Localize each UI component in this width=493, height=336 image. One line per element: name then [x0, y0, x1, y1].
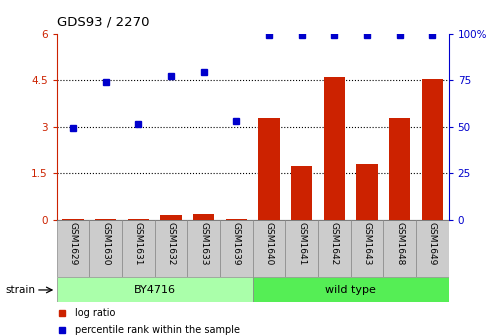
- Text: GSM1649: GSM1649: [428, 222, 437, 266]
- Text: GSM1648: GSM1648: [395, 222, 404, 266]
- Text: GSM1631: GSM1631: [134, 222, 143, 266]
- Text: GSM1629: GSM1629: [69, 222, 77, 266]
- Text: GSM1641: GSM1641: [297, 222, 306, 266]
- Bar: [356, 164, 378, 220]
- Bar: [383, 220, 416, 277]
- Bar: [57, 220, 89, 277]
- Text: GSM1642: GSM1642: [330, 222, 339, 266]
- Bar: [89, 220, 122, 277]
- Bar: [291, 166, 312, 220]
- Bar: [95, 218, 116, 220]
- Bar: [318, 220, 351, 277]
- Bar: [389, 118, 410, 220]
- Bar: [155, 220, 187, 277]
- Bar: [122, 220, 155, 277]
- Bar: [422, 79, 443, 220]
- Text: GSM1643: GSM1643: [362, 222, 372, 266]
- Bar: [63, 218, 84, 220]
- Text: strain: strain: [5, 285, 35, 295]
- Bar: [226, 218, 247, 220]
- Bar: [128, 218, 149, 220]
- Text: GSM1630: GSM1630: [101, 222, 110, 266]
- Bar: [416, 220, 449, 277]
- Bar: [187, 220, 220, 277]
- Text: log ratio: log ratio: [75, 308, 115, 318]
- Bar: [220, 220, 252, 277]
- Bar: [351, 220, 383, 277]
- Bar: [57, 277, 252, 302]
- Text: percentile rank within the sample: percentile rank within the sample: [75, 325, 240, 335]
- Text: BY4716: BY4716: [134, 285, 176, 295]
- Bar: [324, 77, 345, 220]
- Bar: [193, 214, 214, 220]
- Text: wild type: wild type: [325, 285, 376, 295]
- Bar: [258, 118, 280, 220]
- Text: GSM1640: GSM1640: [264, 222, 274, 266]
- Bar: [252, 220, 285, 277]
- Bar: [160, 215, 181, 220]
- Text: GSM1633: GSM1633: [199, 222, 208, 266]
- Bar: [285, 220, 318, 277]
- Text: GSM1632: GSM1632: [167, 222, 176, 266]
- Bar: [252, 277, 449, 302]
- Text: GSM1639: GSM1639: [232, 222, 241, 266]
- Text: GDS93 / 2270: GDS93 / 2270: [57, 15, 149, 29]
